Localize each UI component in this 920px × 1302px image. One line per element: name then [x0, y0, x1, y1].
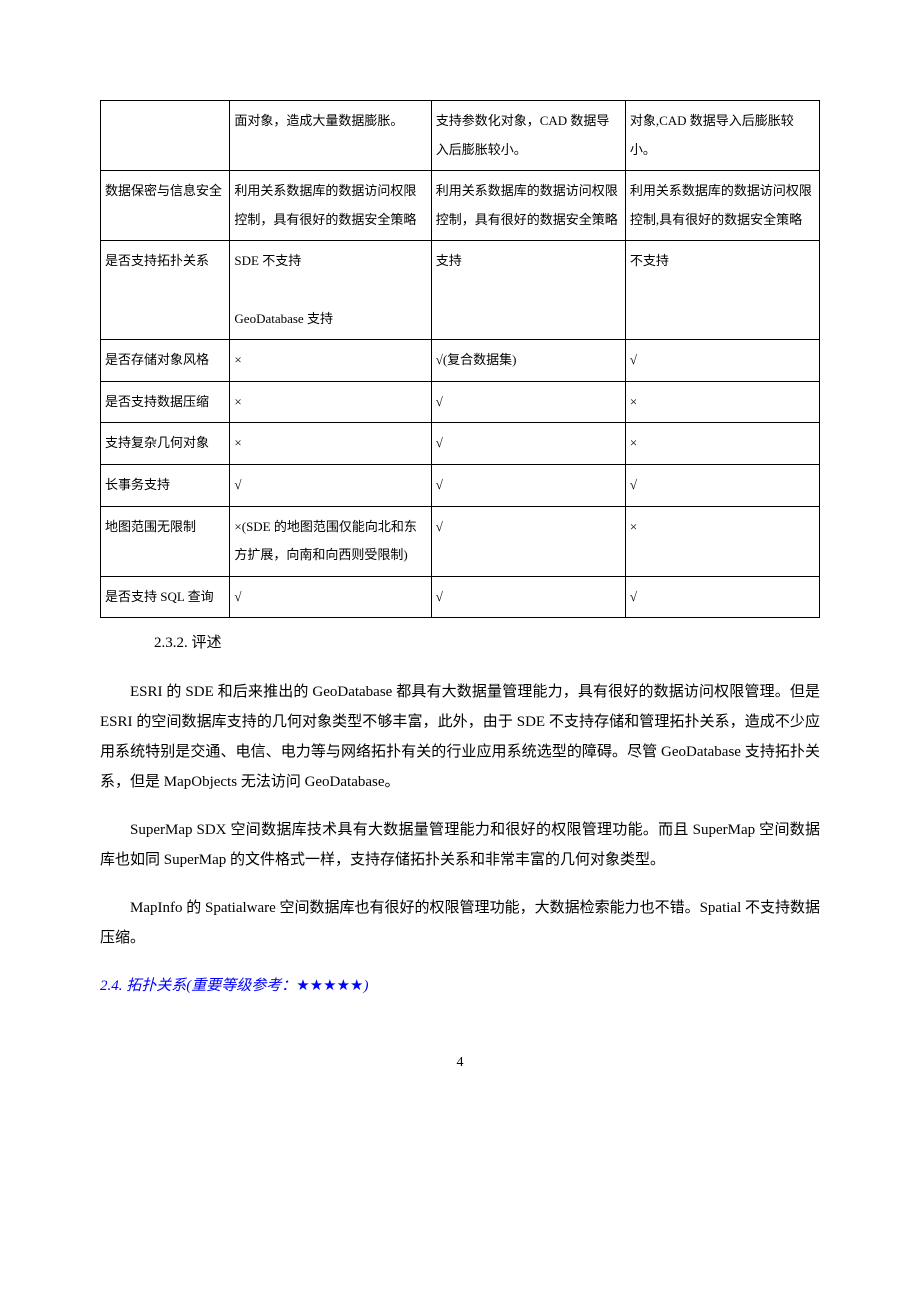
table-cell: √: [625, 340, 819, 382]
table-cell: SDE 不支持 GeoDatabase 支持: [230, 241, 431, 340]
table-cell: 利用关系数据库的数据访问权限控制，具有很好的数据安全策略: [431, 171, 625, 241]
table-cell: ×: [625, 423, 819, 465]
table-cell: √(复合数据集): [431, 340, 625, 382]
table-cell: 支持复杂几何对象: [101, 423, 230, 465]
table-cell: 利用关系数据库的数据访问权限控制,具有很好的数据安全策略: [625, 171, 819, 241]
table-cell: 支持参数化对象，CAD 数据导入后膨胀较小。: [431, 101, 625, 171]
paragraph-supermap: SuperMap SDX 空间数据库技术具有大数据量管理能力和很好的权限管理功能…: [100, 815, 820, 875]
section-heading-24: 2.4. 拓扑关系(重要等级参考：★★★★★): [100, 973, 820, 1000]
comparison-table: 面对象，造成大量数据膨胀。 支持参数化对象，CAD 数据导入后膨胀较小。 对象,…: [100, 100, 820, 618]
table-row: 是否支持拓扑关系 SDE 不支持 GeoDatabase 支持 支持 不支持: [101, 241, 820, 340]
table-row: 长事务支持 √ √ √: [101, 464, 820, 506]
table-row: 支持复杂几何对象 × √ ×: [101, 423, 820, 465]
table-cell: √: [431, 423, 625, 465]
table-cell: √: [431, 381, 625, 423]
table-cell: √: [431, 506, 625, 576]
table-cell: 长事务支持: [101, 464, 230, 506]
table-row: 是否支持数据压缩 × √ ×: [101, 381, 820, 423]
table-cell: 支持: [431, 241, 625, 340]
table-cell: √: [230, 464, 431, 506]
table-cell: 地图范围无限制: [101, 506, 230, 576]
table-row: 地图范围无限制 ×(SDE 的地图范围仅能向北和东方扩展，向南和向西则受限制) …: [101, 506, 820, 576]
page-number: 4: [100, 1050, 820, 1075]
table-row: 数据保密与信息安全 利用关系数据库的数据访问权限控制，具有很好的数据安全策略 利…: [101, 171, 820, 241]
table-cell: 对象,CAD 数据导入后膨胀较小。: [625, 101, 819, 171]
section-24-suffix: ): [364, 978, 369, 994]
star-rating-icon: ★★★★★: [296, 978, 363, 994]
table-cell: √: [230, 576, 431, 618]
section-heading-232: 2.3.2. 评述: [124, 630, 820, 657]
table-cell: 是否支持 SQL 查询: [101, 576, 230, 618]
table-cell: 数据保密与信息安全: [101, 171, 230, 241]
section-24-prefix: 2.4. 拓扑关系(重要等级参考：: [100, 978, 296, 994]
table-row: 是否存储对象风格 × √(复合数据集) √: [101, 340, 820, 382]
table-cell: ×: [230, 423, 431, 465]
table-cell: √: [431, 576, 625, 618]
table-cell: ×: [625, 381, 819, 423]
table-cell: √: [625, 464, 819, 506]
table-cell: 利用关系数据库的数据访问权限控制，具有很好的数据安全策略: [230, 171, 431, 241]
table-cell: ×: [230, 381, 431, 423]
table-cell: ×: [625, 506, 819, 576]
table-cell: [101, 101, 230, 171]
table-cell: 不支持: [625, 241, 819, 340]
table-row: 是否支持 SQL 查询 √ √ √: [101, 576, 820, 618]
table-cell: 面对象，造成大量数据膨胀。: [230, 101, 431, 171]
table-row: 面对象，造成大量数据膨胀。 支持参数化对象，CAD 数据导入后膨胀较小。 对象,…: [101, 101, 820, 171]
table-cell: ×(SDE 的地图范围仅能向北和东方扩展，向南和向西则受限制): [230, 506, 431, 576]
table-cell: 是否支持数据压缩: [101, 381, 230, 423]
table-cell: √: [431, 464, 625, 506]
table-cell: ×: [230, 340, 431, 382]
table-cell: √: [625, 576, 819, 618]
paragraph-mapinfo: MapInfo 的 Spatialware 空间数据库也有很好的权限管理功能，大…: [100, 893, 820, 953]
paragraph-esri: ESRI 的 SDE 和后来推出的 GeoDatabase 都具有大数据量管理能…: [100, 677, 820, 797]
table-cell: 是否支持拓扑关系: [101, 241, 230, 340]
table-cell: 是否存储对象风格: [101, 340, 230, 382]
